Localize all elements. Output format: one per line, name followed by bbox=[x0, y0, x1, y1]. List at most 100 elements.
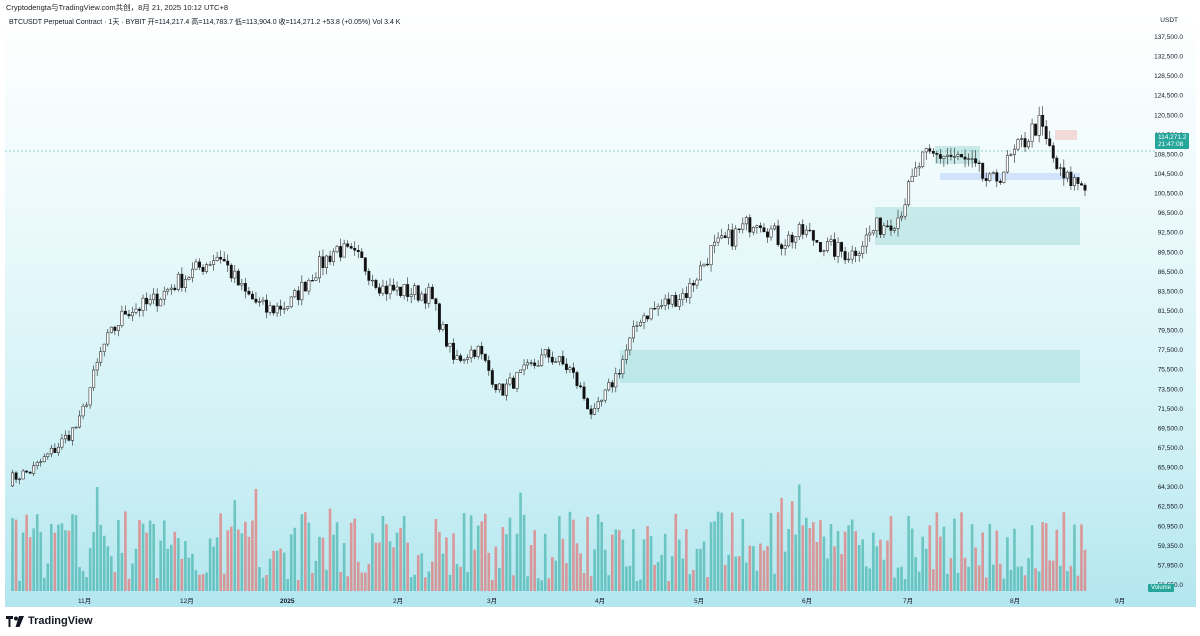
candle-body bbox=[1062, 167, 1066, 179]
price-axis[interactable]: 137,500.0 132,500.0 128,500.0 124,500.0 120,… bbox=[1154, 34, 1183, 589]
candle-body bbox=[413, 285, 417, 295]
volume-bar bbox=[618, 530, 621, 591]
footer-brand[interactable]: TradingView bbox=[6, 612, 93, 630]
candle-body bbox=[307, 280, 311, 292]
candle-body bbox=[173, 287, 177, 290]
volume-bar bbox=[342, 543, 346, 591]
candle-body bbox=[1002, 171, 1006, 183]
candle-body bbox=[681, 293, 685, 300]
volume-bar bbox=[293, 527, 297, 591]
candles-group bbox=[11, 106, 1087, 488]
candle-body bbox=[600, 399, 604, 402]
price-tick-label: 79,500.0 bbox=[1158, 328, 1184, 335]
candle-body bbox=[660, 305, 664, 307]
volume-bar bbox=[120, 552, 124, 591]
candle-body bbox=[395, 286, 399, 291]
volume-bar bbox=[1023, 575, 1027, 591]
chart-area[interactable]: 137,500.0 132,500.0 128,500.0 124,500.0 120,… bbox=[5, 13, 1196, 607]
volume-bar bbox=[296, 579, 300, 591]
volume-label[interactable]: Volume bbox=[1147, 584, 1174, 592]
candle-body bbox=[744, 217, 748, 225]
volume-bar bbox=[141, 523, 145, 591]
volume-bar bbox=[169, 544, 173, 591]
candle-body bbox=[399, 286, 403, 296]
candle-body bbox=[314, 277, 318, 281]
candle-body bbox=[748, 217, 752, 233]
candle-body bbox=[519, 369, 522, 373]
volume-bar bbox=[589, 576, 593, 591]
candle-body bbox=[960, 154, 963, 158]
candle-body bbox=[818, 242, 822, 252]
candle-body bbox=[243, 283, 247, 292]
volume-bar bbox=[385, 524, 388, 591]
candle-body bbox=[801, 224, 805, 235]
volume-bar bbox=[730, 512, 734, 591]
fvg-zone bbox=[940, 173, 1080, 180]
candle-body bbox=[190, 268, 194, 278]
price-tick-label: 132,500.0 bbox=[1154, 54, 1183, 61]
volume-bar bbox=[1044, 523, 1048, 591]
currency-label[interactable]: USDT bbox=[1160, 17, 1178, 24]
volume-bar bbox=[88, 548, 92, 591]
candle-body bbox=[794, 236, 798, 243]
price-tick-label: 67,500.0 bbox=[1158, 445, 1184, 452]
volume-bar bbox=[953, 518, 956, 591]
volume-bar bbox=[173, 531, 177, 591]
candle-body bbox=[434, 298, 438, 305]
volume-bar bbox=[1013, 528, 1016, 591]
candle-body bbox=[829, 239, 833, 242]
candle-body bbox=[864, 234, 868, 247]
volume-bar bbox=[988, 523, 992, 591]
volume-bar bbox=[716, 511, 720, 591]
volume-bar bbox=[399, 527, 402, 591]
candle-body bbox=[310, 280, 314, 282]
candle-body bbox=[63, 434, 67, 440]
volume-bar bbox=[522, 514, 526, 591]
volume-bar bbox=[603, 549, 607, 591]
candle-body bbox=[131, 312, 134, 317]
volume-bar bbox=[713, 521, 716, 591]
candle-body bbox=[998, 180, 1002, 183]
candle-body bbox=[162, 290, 166, 300]
volume-bar bbox=[949, 558, 953, 591]
candle-body bbox=[1083, 184, 1087, 191]
time-tick-label: 5月 bbox=[694, 597, 704, 605]
candle-body bbox=[684, 293, 688, 298]
candle-body bbox=[646, 315, 649, 320]
volume-bar bbox=[889, 516, 893, 591]
volume-bar bbox=[1037, 571, 1041, 591]
candle-body bbox=[205, 264, 209, 272]
volume-bar bbox=[850, 519, 854, 591]
volume-bar bbox=[81, 571, 85, 591]
price-tick-label: 65,900.0 bbox=[1158, 465, 1184, 472]
volume-bar bbox=[406, 542, 409, 591]
candle-body bbox=[1058, 167, 1062, 169]
volume-bar bbox=[117, 520, 120, 591]
candle-body bbox=[508, 377, 512, 385]
time-axis[interactable]: 11月 12月 2025 2月 3月 4月 5月 6月 7月 8月 9月 bbox=[78, 597, 1125, 605]
candle-body bbox=[46, 453, 50, 457]
candle-body bbox=[25, 470, 29, 473]
volume-bar bbox=[720, 512, 723, 591]
volume-bar bbox=[554, 560, 558, 591]
candle-body bbox=[427, 286, 431, 304]
candle-body bbox=[695, 279, 699, 286]
candle-body bbox=[402, 284, 406, 296]
candle-body bbox=[603, 389, 607, 401]
candle-body bbox=[628, 337, 632, 351]
volume-bar bbox=[787, 529, 790, 591]
candle-body bbox=[183, 279, 187, 288]
time-tick-label: 9月 bbox=[1115, 597, 1125, 605]
candle-body bbox=[663, 298, 667, 306]
volume-bar bbox=[709, 522, 713, 591]
candle-body bbox=[346, 243, 350, 247]
volume-bar bbox=[804, 517, 808, 591]
candle-body bbox=[910, 175, 914, 182]
candle-body bbox=[1055, 157, 1059, 169]
candle-body bbox=[1020, 138, 1023, 140]
volume-bar bbox=[533, 530, 536, 591]
volume-bar bbox=[928, 525, 932, 591]
candle-body bbox=[811, 230, 815, 241]
volume-bar bbox=[32, 528, 35, 591]
price-chart-svg[interactable]: 137,500.0 132,500.0 128,500.0 124,500.0 120,… bbox=[5, 13, 1196, 607]
